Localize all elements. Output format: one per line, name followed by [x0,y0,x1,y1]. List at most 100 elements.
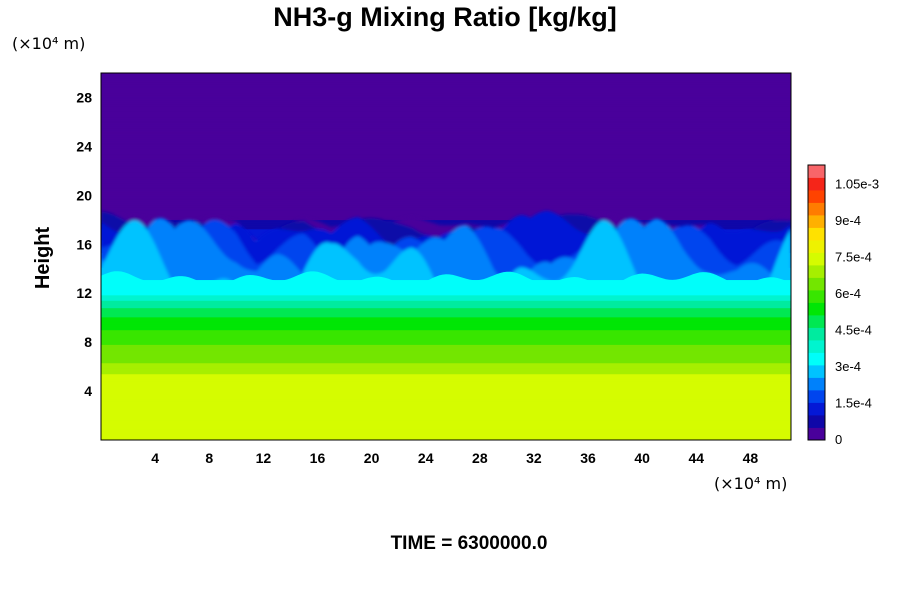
x-axis-ticks: 4 8 12 16 20 24 28 32 36 40 44 48 [151,450,758,466]
field-band [101,369,791,373]
colorbar-level [808,402,825,416]
field-band [101,414,791,417]
y-tick-label: 4 [84,383,92,399]
colorbar-ticks: 0 1.5e-4 3e-4 4.5e-4 6e-4 7.5e-4 9e-4 1.05e-3 [835,176,879,447]
field-band [101,208,791,211]
field-band [101,111,791,114]
colorbar-level [808,215,825,228]
y-tick-label: 20 [76,187,92,203]
field-band [101,336,791,340]
field-band [101,384,791,388]
y-axis-title: Height [32,227,54,290]
field-band [101,127,791,131]
y-tick-label: 12 [76,285,92,301]
field-band [101,331,791,334]
field-band [101,426,791,430]
field-band [101,100,791,103]
field-band [101,215,791,219]
field-band [101,327,791,331]
field-band [101,114,791,118]
field-band [101,423,791,426]
field-band [101,430,791,433]
field-band [101,314,791,318]
field-band [101,307,791,311]
field-band [101,136,791,140]
colorbar-tick-label: 1.5e-4 [835,395,872,410]
field-band [101,322,791,325]
field-band [101,292,791,296]
y-axis-ticks: 4 8 12 16 20 24 28 [76,89,92,399]
field-band [101,135,791,138]
field-band [101,219,791,222]
time-label: TIME = 6300000.0 [391,533,548,554]
field-band [101,344,791,347]
field-band [101,92,791,96]
field-band [101,291,791,294]
field-band [101,305,791,309]
field-band [101,355,791,358]
field-band [101,221,791,224]
colorbar-level [808,315,825,328]
colorbar-tick-label: 9e-4 [835,213,861,228]
field-band [101,162,791,166]
field-band [101,204,791,208]
field-band [101,149,791,153]
colorbar-tick-label: 6e-4 [835,286,861,301]
x-tick-label: 12 [256,450,272,466]
field-band [101,404,791,408]
field-band [101,325,791,329]
y-tick-label: 8 [84,334,92,350]
colorbar-level [808,365,825,378]
x-tick-label: 24 [418,450,434,466]
field-band [101,302,791,305]
field-band [101,191,791,195]
field-band [101,329,791,333]
field-band [101,201,791,204]
field-band [101,116,791,120]
colorbar-level [808,190,825,203]
colorbar-level [808,202,825,216]
field-band [101,146,791,149]
field-band [101,340,791,344]
field-band [101,144,791,147]
field-band [101,105,791,109]
field-band [101,109,791,112]
colorbar-level [808,265,825,278]
field-band [101,103,791,107]
field-band [101,349,791,353]
field-band [101,85,791,88]
field-band [101,140,791,144]
field-band [101,421,791,424]
colorbar-level [808,302,825,316]
field-band [101,391,791,395]
field-band [101,120,791,123]
field-band [101,158,791,162]
colorbar-level [808,352,825,366]
field-band [101,432,791,435]
field-band [101,371,791,375]
lower-field [101,271,791,440]
field-band [101,147,791,151]
field-band [101,160,791,164]
field-band [101,76,791,79]
field-band [101,131,791,134]
field-band [101,382,791,386]
field-band [101,78,791,81]
colorbar-tick-label: 7.5e-4 [835,249,872,264]
field-band [101,138,791,142]
field-band [101,357,791,360]
x-tick-label: 28 [472,450,488,466]
field-band [101,294,791,298]
colorbar-level [808,227,825,241]
colorbar-level [808,177,825,191]
field-band [101,223,791,226]
field-band [101,94,791,98]
field-band [101,157,791,160]
field-band [101,296,791,300]
field-band [101,351,791,355]
field-band [101,190,791,193]
colorbar-level [808,340,825,353]
field-band [101,333,791,336]
field-band [101,182,791,186]
